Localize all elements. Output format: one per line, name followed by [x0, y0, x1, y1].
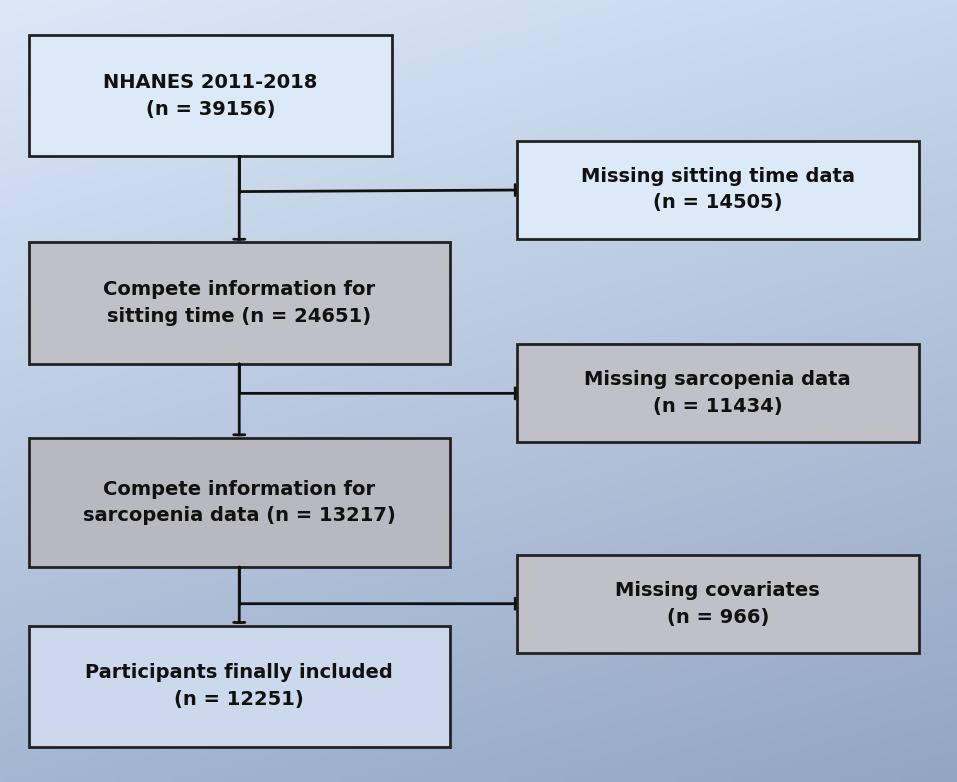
FancyBboxPatch shape [517, 344, 919, 442]
FancyBboxPatch shape [517, 141, 919, 239]
Text: NHANES 2011-2018
(n = 39156): NHANES 2011-2018 (n = 39156) [103, 73, 318, 119]
Text: Compete information for
sarcopenia data (n = 13217): Compete information for sarcopenia data … [83, 479, 395, 526]
FancyBboxPatch shape [29, 626, 450, 747]
FancyBboxPatch shape [29, 438, 450, 567]
Text: Participants finally included
(n = 12251): Participants finally included (n = 12251… [85, 663, 393, 709]
Text: Missing sitting time data
(n = 14505): Missing sitting time data (n = 14505) [581, 167, 855, 213]
FancyBboxPatch shape [29, 242, 450, 364]
Text: Missing sarcopenia data
(n = 11434): Missing sarcopenia data (n = 11434) [585, 370, 851, 416]
FancyBboxPatch shape [517, 555, 919, 653]
Text: Compete information for
sitting time (n = 24651): Compete information for sitting time (n … [103, 280, 375, 326]
Text: Missing covariates
(n = 966): Missing covariates (n = 966) [615, 581, 820, 627]
FancyBboxPatch shape [29, 35, 392, 156]
